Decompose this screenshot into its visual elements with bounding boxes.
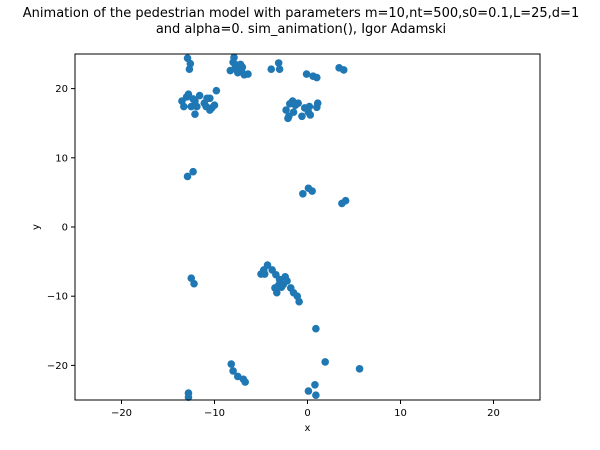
data-point [282,106,290,114]
x-tick-label: 0 [304,408,310,419]
data-point [312,391,320,399]
data-point [275,65,284,74]
data-point [180,102,188,111]
data-point [189,167,197,176]
y-tick-label: −10 [47,292,68,303]
data-point [184,90,193,98]
data-point [241,378,249,386]
x-tick-label: −20 [111,408,132,419]
data-point [244,70,252,78]
data-point [210,101,219,110]
x-axis-label: x [305,423,311,434]
data-point [190,279,198,288]
y-tick-label: 20 [55,84,68,95]
data-point [341,196,350,205]
y-tick-label: 0 [62,223,68,234]
data-point [277,283,286,292]
y-axis-label: y [31,224,42,230]
data-point [298,112,306,121]
data-point [260,270,269,278]
data-point [193,102,201,111]
data-point [284,114,292,123]
data-point [184,393,193,402]
data-point [355,365,364,373]
data-point [185,65,194,74]
data-points [178,53,364,402]
plot-frame [74,53,541,401]
data-point [312,324,320,333]
y-tick-label: −20 [47,361,68,372]
chart-title-line-1: Animation of the pedestrian model with p… [23,6,579,21]
data-point [295,297,303,306]
data-point [321,358,329,366]
data-point [191,110,199,119]
chart-title-line-2: and alpha=0. sim_animation(), Igor Adams… [156,22,446,37]
data-point [189,95,197,103]
data-point [183,172,192,181]
data-point [212,86,221,95]
data-point [302,70,311,78]
data-point [203,94,211,103]
data-point [273,288,281,297]
data-point [311,380,319,389]
data-point [227,360,236,368]
x-tick-label: 20 [487,408,500,419]
x-tick-label: 10 [394,408,407,419]
data-point [306,111,315,119]
data-point [313,103,321,112]
data-point [299,189,307,198]
data-point [274,59,283,67]
data-point [308,187,316,195]
data-point [294,99,303,107]
data-point [187,102,196,111]
x-tick-label: −10 [204,408,225,419]
y-tick-label: 10 [55,153,68,164]
axis-ticks: −20 −10 0 10 20 −20 −10 0 10 20 [47,84,500,419]
data-point [267,65,276,74]
data-point [339,66,348,74]
data-point [206,106,214,114]
data-point [226,66,235,75]
data-point [304,387,313,395]
data-point [313,73,321,82]
data-point [229,367,237,375]
data-point [195,91,204,100]
